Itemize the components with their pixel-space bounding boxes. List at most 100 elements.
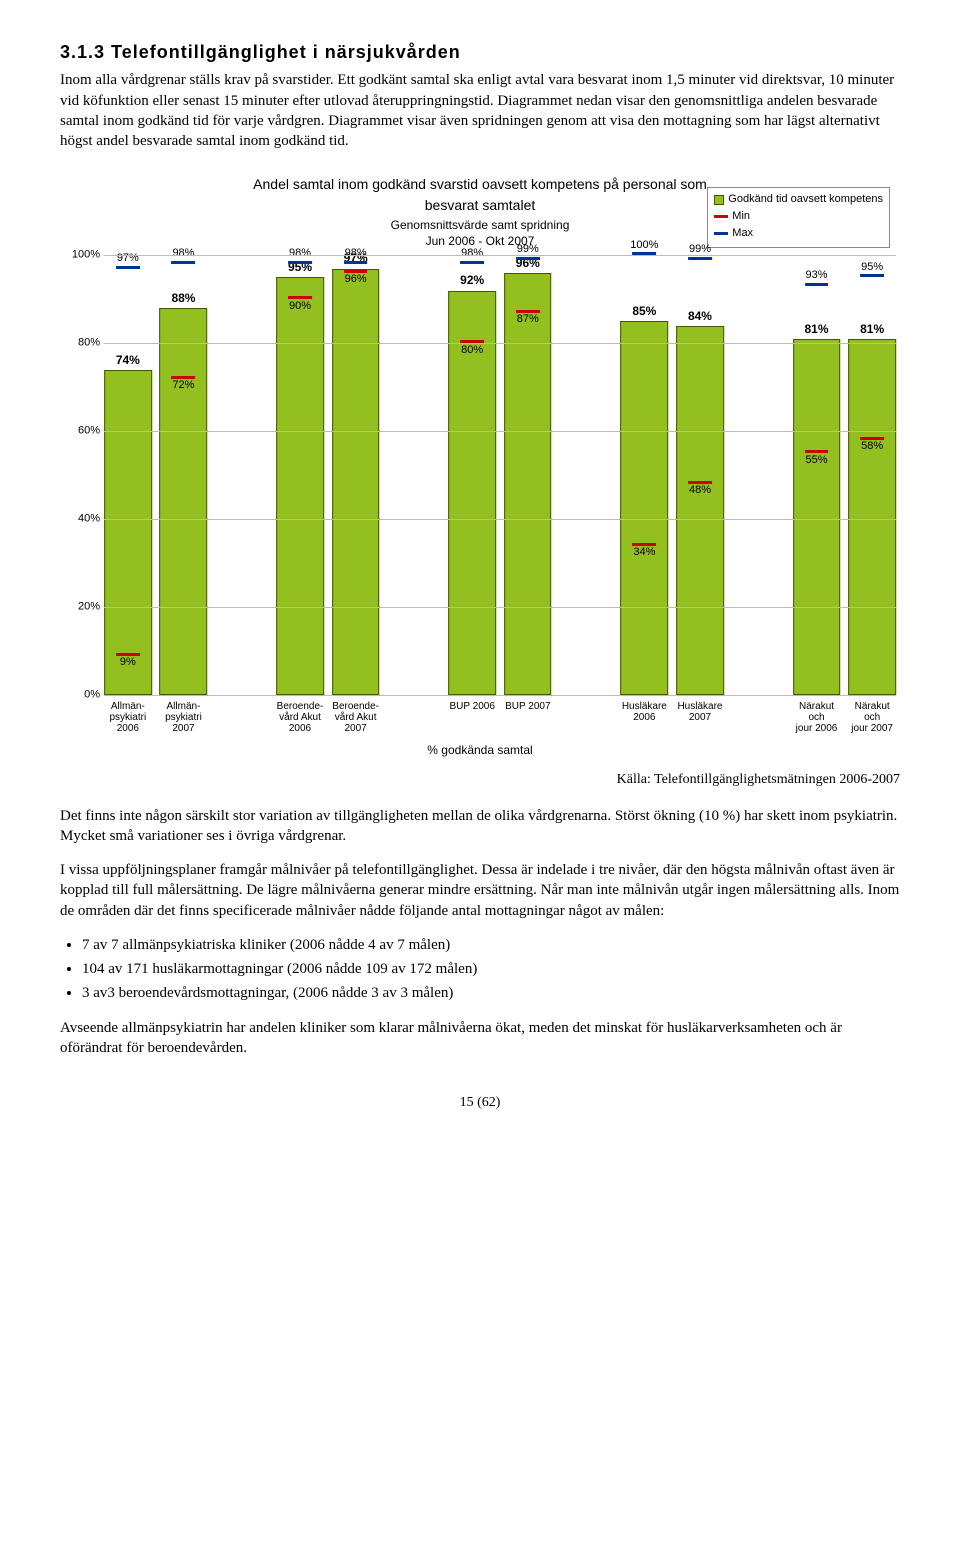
x-category-label: Allmän-psykiatri2007 — [160, 701, 277, 734]
gridline — [104, 343, 896, 344]
max-marker — [516, 257, 540, 260]
chart-bar — [676, 326, 724, 696]
chart-x-axis-title: % godkända samtal — [60, 742, 900, 758]
legend-swatch-bar — [714, 195, 724, 205]
legend-label-bar: Godkänd tid oavsett kompetens — [728, 192, 883, 207]
gridline — [104, 519, 896, 520]
chart-bars-row: 74%97%9%88%98%72%95%98%90%97%98%96%92%98… — [104, 255, 896, 695]
max-marker — [344, 261, 368, 264]
bar-slot: 74%97%9% — [104, 255, 160, 695]
bar-value-label: 88% — [171, 290, 195, 306]
y-tick-label: 20% — [62, 600, 100, 615]
bar-slot: 88%98%72% — [160, 255, 277, 695]
max-label: 95% — [861, 260, 883, 275]
gridline — [104, 607, 896, 608]
y-tick-label: 0% — [62, 688, 100, 703]
chart-plot-area: 74%97%9%88%98%72%95%98%90%97%98%96%92%98… — [104, 255, 896, 695]
bar-value-label: 81% — [860, 321, 884, 337]
chart-bar — [332, 269, 380, 696]
section-heading: 3.1.3 Telefontillgänglighet i närsjukvår… — [60, 40, 900, 64]
chart-bar — [504, 273, 552, 695]
max-label: 98% — [345, 246, 367, 261]
chart-bar — [160, 308, 208, 695]
bar-value-label: 92% — [460, 272, 484, 288]
bar-value-label: 85% — [632, 303, 656, 319]
x-category-label: BUP 2006 — [448, 701, 504, 734]
max-marker — [116, 266, 140, 269]
bar-value-label: 84% — [688, 308, 712, 324]
chart-bar — [793, 339, 841, 695]
min-label: 96% — [345, 272, 367, 287]
min-label: 58% — [861, 439, 883, 454]
legend-item-bar: Godkänd tid oavsett kompetens — [714, 192, 883, 207]
x-category-label: Husläkare2006 — [621, 701, 677, 734]
chart-bar — [621, 321, 669, 695]
min-label: 72% — [172, 378, 194, 393]
bar-slot: 81% 93% 55% — [793, 255, 849, 695]
gridline — [104, 431, 896, 432]
max-marker — [805, 283, 829, 286]
y-tick-label: 60% — [62, 424, 100, 439]
legend-label-min: Min — [732, 209, 750, 224]
max-label: 98% — [289, 246, 311, 261]
x-category-label: Närakut ochjour 2006 — [793, 701, 849, 734]
x-category-label: Närakut ochjour 2007 — [848, 701, 896, 734]
bar-slot: 81% 95% 58% — [848, 255, 896, 695]
chart-bar — [276, 277, 324, 695]
legend-item-max: Max — [714, 226, 883, 241]
max-marker — [688, 257, 712, 260]
max-label: 93% — [806, 268, 828, 283]
min-label: 34% — [633, 545, 655, 560]
chart-legend: Godkänd tid oavsett kompetens Min Max — [707, 187, 890, 248]
y-tick-label: 80% — [62, 336, 100, 351]
bar-slot: 92%98%80% — [448, 255, 504, 695]
max-marker — [860, 274, 884, 277]
max-label: 98% — [461, 246, 483, 261]
min-label: 87% — [517, 312, 539, 327]
max-label: 98% — [172, 246, 194, 261]
max-label: 97% — [117, 251, 139, 266]
max-label: 100% — [630, 238, 658, 253]
bar-slot: 85%100%34% — [621, 255, 677, 695]
bullet-list: 7 av 7 allmänpsykiatriska kliniker (2006… — [82, 935, 900, 1004]
x-category-label: Beroende-vård Akut2006 — [276, 701, 332, 734]
page-number: 15 (62) — [60, 1094, 900, 1113]
chart-bar — [848, 339, 896, 695]
list-item: 3 av3 beroendevårdsmottagningar, (2006 n… — [82, 983, 900, 1003]
list-item: 7 av 7 allmänpsykiatriska kliniker (2006… — [82, 935, 900, 955]
min-label: 80% — [461, 343, 483, 358]
x-category-label: Allmän-psykiatri2006 — [104, 701, 160, 734]
bar-slot: 97%98%96% — [332, 255, 449, 695]
chart-source: Källa: Telefontillgänglighetsmätningen 2… — [60, 771, 900, 790]
bar-value-label: 81% — [805, 321, 829, 337]
min-label: 55% — [806, 453, 828, 468]
paragraph-2: Det finns inte någon särskilt stor varia… — [60, 806, 900, 847]
x-category-label: BUP 2007 — [504, 701, 621, 734]
chart-x-labels: Allmän-psykiatri2006Allmän-psykiatri2007… — [104, 701, 896, 734]
max-marker — [288, 261, 312, 264]
y-tick-label: 100% — [62, 248, 100, 263]
chart-container: Godkänd tid oavsett kompetens Min Max An… — [60, 175, 900, 758]
legend-swatch-max — [714, 232, 728, 235]
x-category-label: Beroende-vård Akut2007 — [332, 701, 449, 734]
gridline — [104, 695, 896, 696]
max-marker — [172, 261, 196, 264]
legend-label-max: Max — [732, 226, 753, 241]
max-marker — [460, 261, 484, 264]
paragraph-1: Inom alla vårdgrenar ställs krav på svar… — [60, 70, 900, 151]
legend-swatch-min — [714, 215, 728, 218]
bar-value-label: 74% — [116, 352, 140, 368]
gridline — [104, 255, 896, 256]
y-tick-label: 40% — [62, 512, 100, 527]
bar-slot: 95%98%90% — [276, 255, 332, 695]
legend-item-min: Min — [714, 209, 883, 224]
bar-slot: 84%99%48% — [676, 255, 793, 695]
list-item: 104 av 171 husläkarmottagningar (2006 nå… — [82, 959, 900, 979]
min-label: 90% — [289, 299, 311, 314]
min-label: 48% — [689, 483, 711, 498]
paragraph-3: I vissa uppföljningsplaner framgår målni… — [60, 860, 900, 921]
chart-bar — [104, 370, 152, 696]
paragraph-4: Avseende allmänpsykiatrin har andelen kl… — [60, 1018, 900, 1059]
bar-slot: 96%99%87% — [504, 255, 621, 695]
x-category-label: Husläkare2007 — [676, 701, 793, 734]
